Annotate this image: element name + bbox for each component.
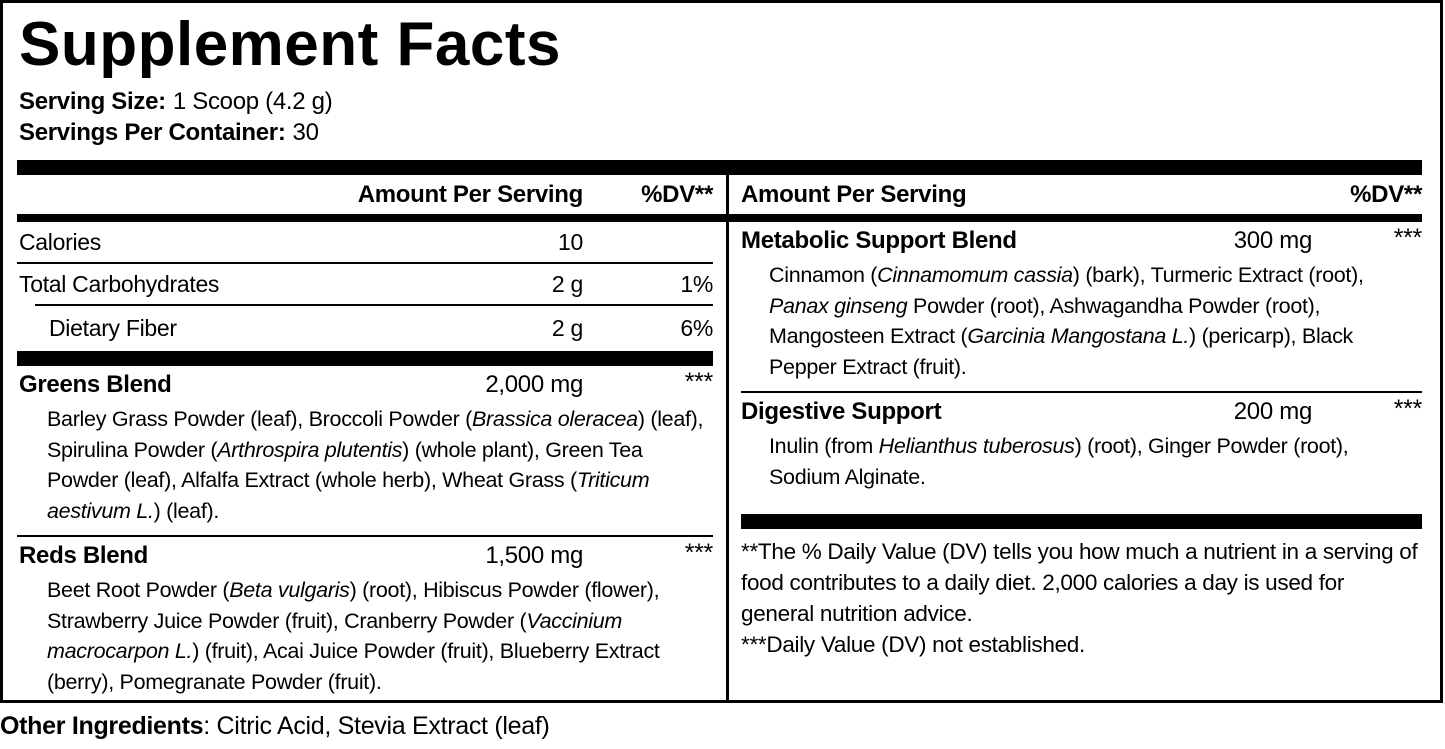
thick-divider-bar-top — [17, 160, 1422, 175]
serving-size-label: Serving Size: — [19, 88, 166, 115]
nutrient-amount: 2 g — [551, 315, 583, 341]
nutrient-dv: 1% — [680, 270, 713, 297]
percent-dv-header: %DV** — [641, 180, 713, 208]
other-ingredients-value: : Citric Acid, Stevia Extract (leaf) — [203, 712, 550, 740]
blend-amount: 200 mg — [1233, 398, 1313, 425]
nutrient-dv: 6% — [680, 315, 713, 341]
blend-dv: *** — [684, 368, 714, 396]
servings-per-container-value: 30 — [292, 119, 319, 146]
greens-blend-section: Greens Blend 2,000 mg *** Barley Grass P… — [3, 366, 726, 535]
blend-row-digestive-support: Digestive Support 200 mg *** — [729, 393, 1440, 430]
footnotes: **The % Daily Value (DV) tells you how m… — [729, 529, 1440, 660]
digestive-support-section: Digestive Support 200 mg *** Inulin (fro… — [729, 393, 1440, 501]
other-ingredients-label: Other Ingredients — [0, 712, 204, 740]
metabolic-support-blend-ingredients: Cinnamon (Cinnamomum cassia) (bark), Tur… — [769, 263, 1364, 379]
table-row-total-carbohydrates: Total Carbohydrates 2 g 1% — [3, 264, 726, 304]
nutrient-name: Dietary Fiber — [49, 315, 177, 341]
blend-dv: *** — [1393, 224, 1423, 252]
thick-divider-bar — [17, 351, 713, 366]
daily-value-footnote: **The % Daily Value (DV) tells you how m… — [741, 539, 1418, 626]
blend-name: Digestive Support — [741, 398, 942, 425]
servings-per-container-label: Servings Per Container: — [19, 119, 286, 146]
table-row-dietary-fiber: Dietary Fiber 2 g 6% — [3, 306, 726, 351]
thick-divider-bar — [741, 514, 1422, 529]
blend-name: Greens Blend — [19, 371, 172, 398]
thick-divider-bar — [729, 214, 1422, 222]
blend-row-greens-blend: Greens Blend 2,000 mg *** — [3, 366, 726, 403]
nutrient-name: Total Carbohydrates — [19, 270, 220, 297]
blend-row-reds-blend: Reds Blend 1,500 mg *** — [3, 537, 726, 574]
row-separator — [35, 304, 713, 306]
blend-dv: *** — [684, 539, 714, 567]
left-column: Amount Per Serving %DV** Calories 10 Tot… — [3, 175, 726, 700]
greens-blend-ingredients: Barley Grass Powder (leaf), Broccoli Pow… — [47, 407, 704, 523]
table-row-calories: Calories 10 — [3, 222, 726, 262]
facts-panel: Supplement Facts Serving Size: 1 Scoop (4… — [0, 0, 1443, 703]
reds-blend-section: Reds Blend 1,500 mg *** Beet Root Powder… — [3, 537, 726, 706]
right-column: Amount Per Serving %DV** Metabolic Suppo… — [726, 175, 1440, 700]
thick-divider-bar — [17, 214, 726, 222]
blend-amount: 300 mg — [1233, 227, 1313, 254]
serving-size-value: 1 Scoop (4.2 g) — [172, 88, 333, 115]
digestive-support-ingredients: Inulin (from Helianthus tuberosus) (root… — [769, 434, 1349, 489]
blend-name: Reds Blend — [19, 542, 149, 569]
nutrient-amount: 10 — [558, 228, 583, 255]
dv-not-established-footnote: ***Daily Value (DV) not established. — [741, 632, 1085, 657]
amount-per-serving-header: Amount Per Serving — [357, 180, 584, 208]
blend-amount: 1,500 mg — [485, 542, 583, 569]
reds-blend-ingredients: Beet Root Powder (Beta vulgaris) (root),… — [47, 578, 660, 694]
nutrient-name: Calories — [19, 228, 101, 255]
page-title: Supplement Facts — [19, 10, 561, 79]
percent-dv-header: %DV** — [1350, 180, 1422, 208]
nutrient-amount: 2 g — [551, 270, 583, 297]
row-separator — [17, 262, 713, 264]
panel-header: Supplement Facts Serving Size: 1 Scoop (4… — [3, 3, 1440, 160]
blend-name: Metabolic Support Blend — [741, 227, 1017, 254]
servings-per-container-row: Servings Per Container: 30 — [19, 119, 1422, 147]
amount-per-serving-header: Amount Per Serving — [741, 180, 967, 208]
blend-amount: 2,000 mg — [485, 371, 583, 398]
metabolic-support-blend-section: Metabolic Support Blend 300 mg *** Cinna… — [729, 222, 1440, 391]
blend-row-metabolic-support-blend: Metabolic Support Blend 300 mg *** — [729, 222, 1440, 259]
left-column-header: Amount Per Serving %DV** — [3, 175, 726, 214]
row-separator — [17, 535, 713, 537]
other-ingredients-row: Other Ingredients: Citric Acid, Stevia E… — [0, 712, 550, 741]
right-column-header: Amount Per Serving %DV** — [729, 175, 1440, 214]
blend-dv: *** — [1393, 395, 1423, 423]
serving-size-row: Serving Size: 1 Scoop (4.2 g) — [19, 88, 1422, 116]
row-separator — [741, 391, 1422, 393]
columns: Amount Per Serving %DV** Calories 10 Tot… — [3, 175, 1440, 700]
